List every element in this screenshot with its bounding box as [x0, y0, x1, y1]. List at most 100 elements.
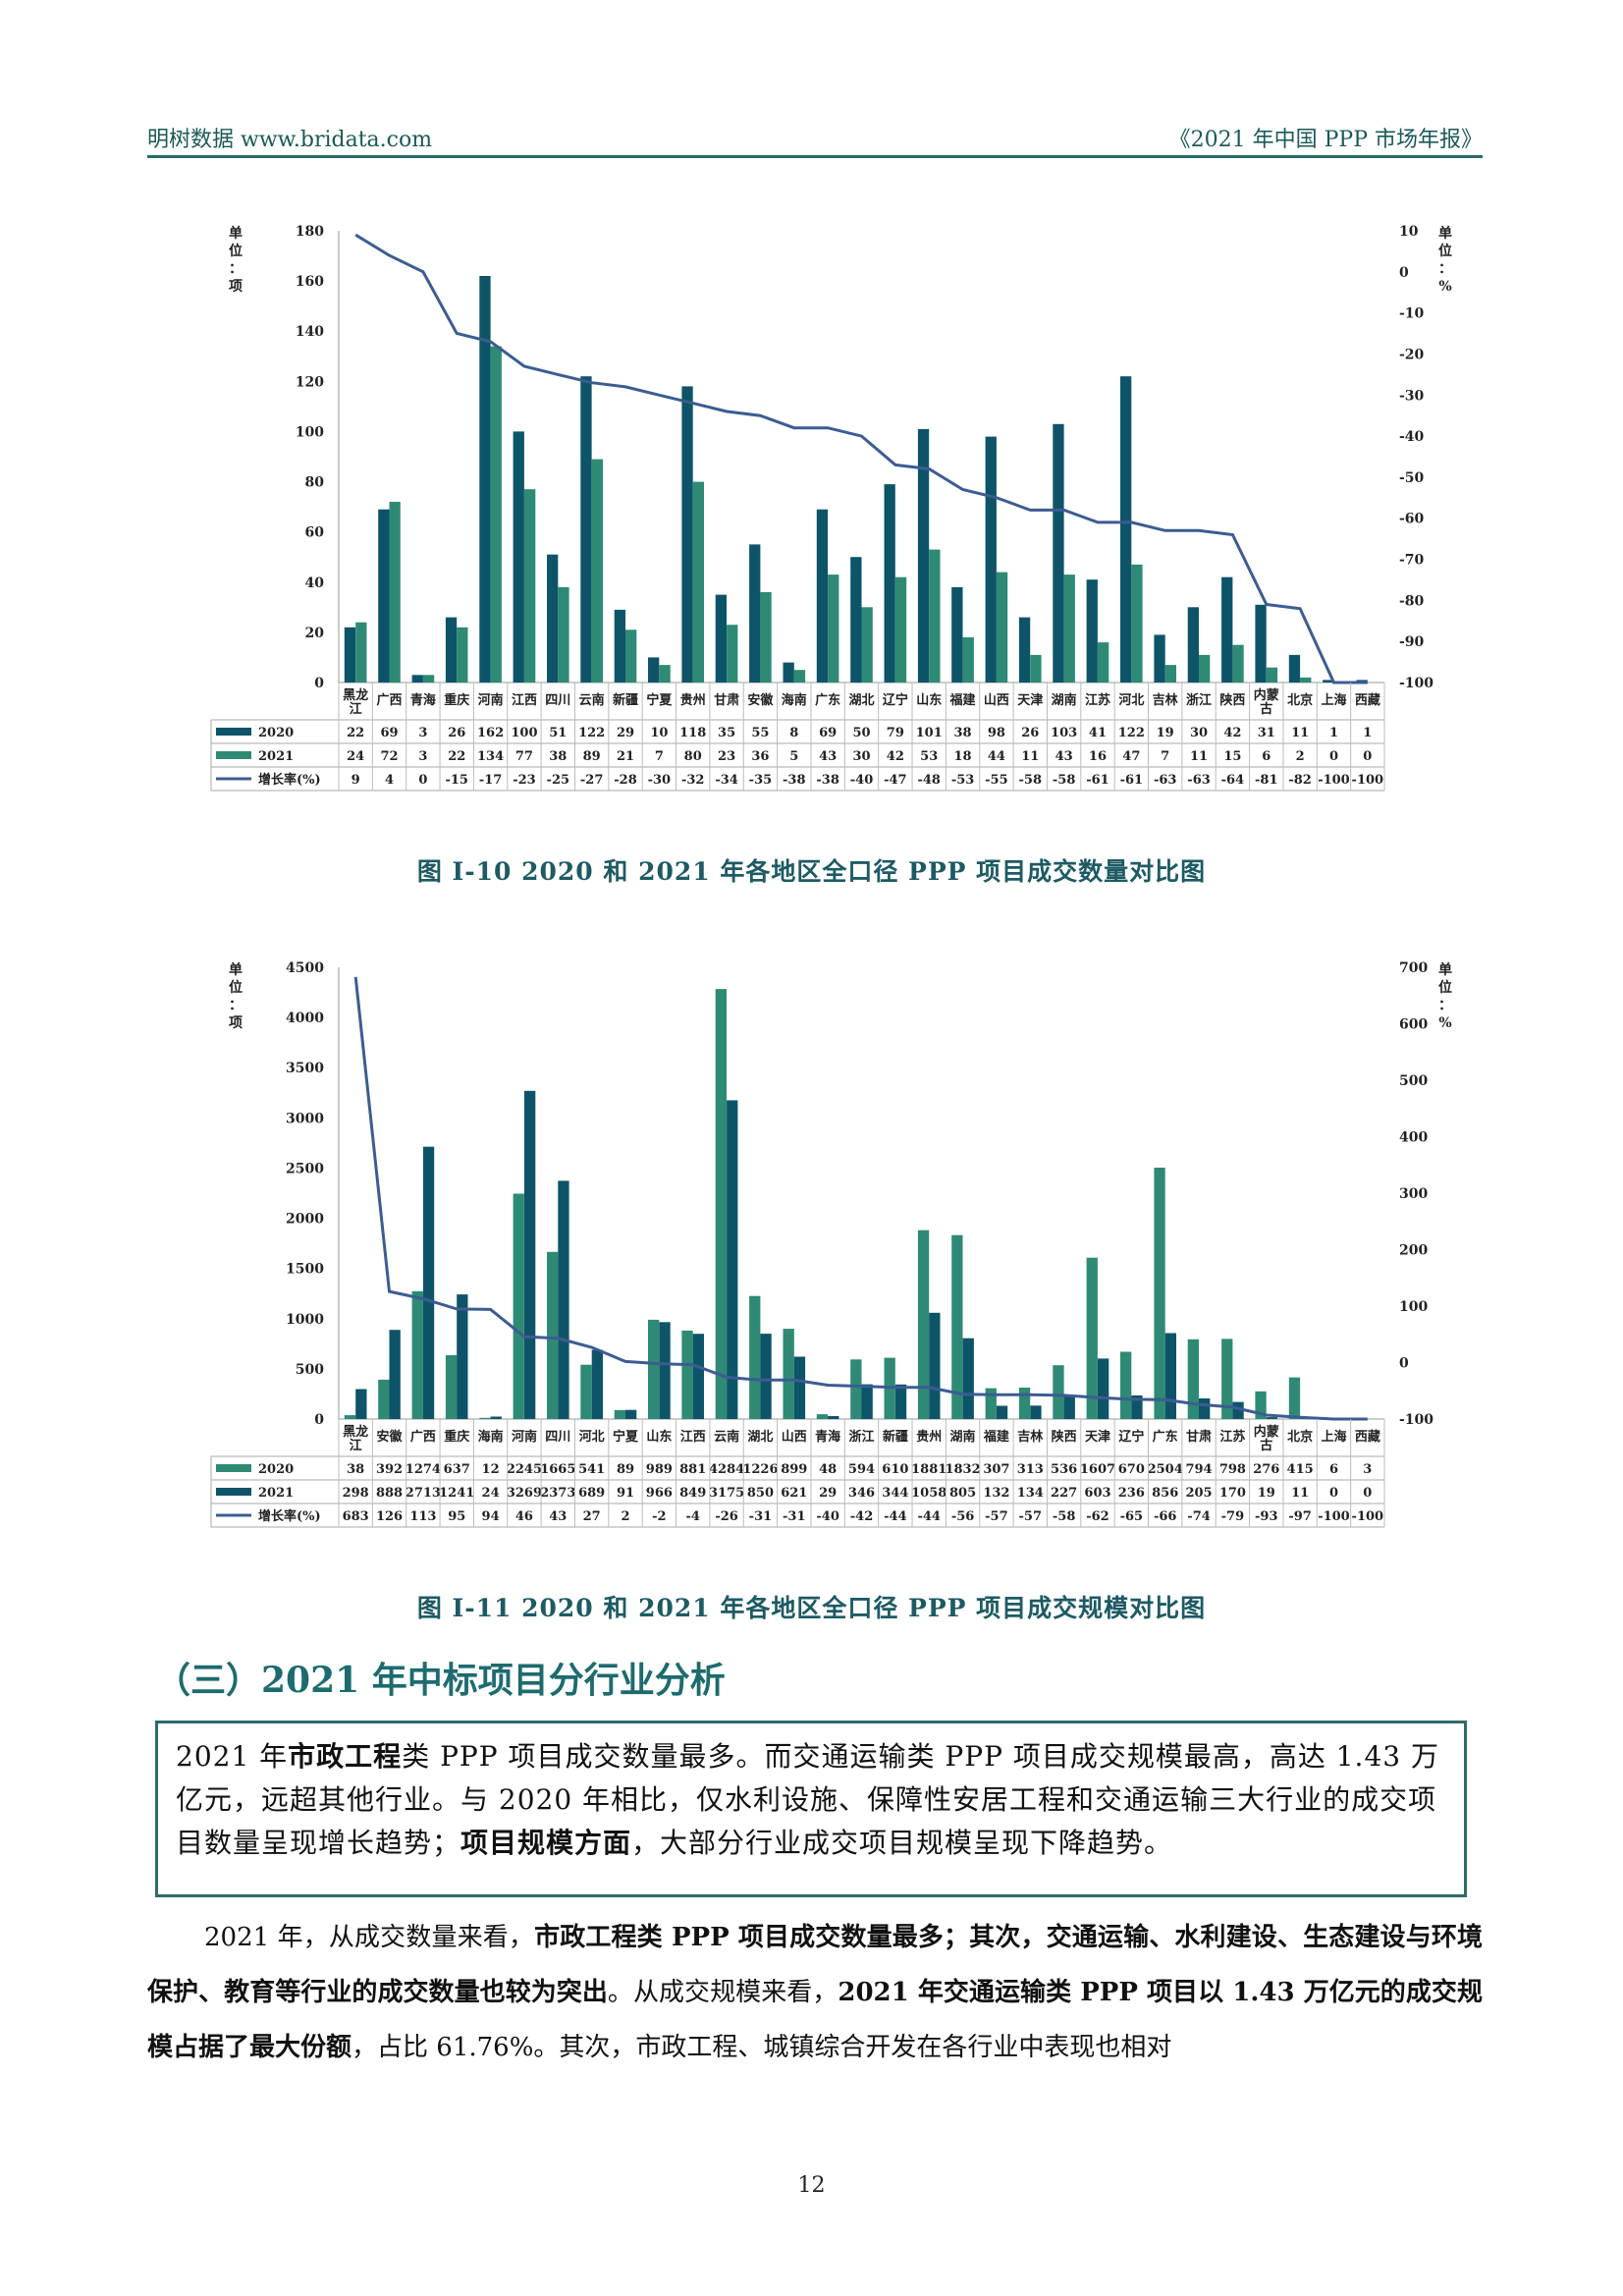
table-cell: 72 [380, 749, 398, 764]
table-cell: -27 [580, 773, 604, 788]
y2-axis-unit-char: 位 [1438, 979, 1452, 996]
y-tick-label: 80 [305, 475, 325, 491]
y-tick-label: 20 [305, 626, 325, 641]
x-tick-label: 海南 [782, 692, 807, 708]
x-tick-label: 北京 [1287, 1429, 1313, 1445]
table-cell: 603 [1084, 1486, 1110, 1501]
bar-2020 [479, 276, 491, 683]
table-cell: 101 [916, 726, 943, 740]
bar-2021 [894, 1384, 907, 1419]
x-tick-label: 青海 [410, 692, 436, 708]
x-tick-label: 江苏 [1219, 1429, 1245, 1445]
x-tick-label: 河南 [512, 1429, 537, 1445]
table-cell: 594 [848, 1462, 875, 1477]
bar-2021 [389, 502, 401, 683]
y2-tick-label: -70 [1399, 553, 1425, 569]
x-tick-label: 山东 [916, 692, 942, 708]
bar-2020 [749, 1295, 761, 1419]
growth-rate-line [353, 976, 1368, 1421]
bar-2020 [344, 627, 356, 683]
table-cell: 2 [1296, 749, 1305, 764]
table-cell: 12 [482, 1462, 500, 1477]
x-tick-label: 吉林 [1017, 1429, 1043, 1445]
y-tick-label: 4000 [286, 1011, 324, 1026]
bar-2021 [760, 1334, 772, 1419]
bar-2021 [1063, 1395, 1075, 1419]
y-tick-label: 1000 [286, 1312, 324, 1328]
x-tick-label: 黑龙 [343, 687, 368, 703]
table-cell: -58 [1053, 773, 1076, 788]
table-cell: 29 [819, 1486, 837, 1501]
x-tick-label: 辽宁 [883, 692, 908, 708]
table-cell: 805 [949, 1486, 976, 1501]
y2-tick-label: -80 [1399, 593, 1425, 609]
bar-2020 [850, 557, 862, 683]
x-tick-label: 重庆 [444, 692, 469, 708]
y-axis-unit-char: ： [229, 261, 243, 277]
bar-2020 [378, 1379, 390, 1419]
y-tick-label: 2000 [286, 1212, 324, 1228]
table-cell: -34 [715, 773, 738, 788]
table-cell: 236 [1118, 1486, 1145, 1501]
growth-rate-line [354, 233, 1368, 684]
table-cell: 227 [1051, 1486, 1077, 1501]
bar-2021 [793, 1356, 806, 1419]
table-cell: 1 [1363, 726, 1372, 740]
table-cell: 89 [583, 749, 601, 764]
x-tick-label: 广东 [1153, 1429, 1178, 1445]
table-cell: 170 [1219, 1486, 1246, 1501]
table-cell: 118 [679, 726, 706, 740]
table-cell: 415 [1287, 1462, 1314, 1477]
bar-2020 [445, 1354, 458, 1419]
bar-2021 [524, 489, 536, 683]
table-cell: 24 [482, 1486, 500, 1501]
y2-tick-label: 0 [1399, 1356, 1409, 1372]
table-cell: 132 [983, 1486, 1009, 1501]
table-cell: 103 [1051, 726, 1077, 740]
bar-2021 [962, 637, 974, 683]
table-cell: -28 [614, 773, 637, 788]
summary-bold-1: 市政工程 [288, 1740, 403, 1773]
y-tick-label: 4500 [286, 960, 324, 976]
bar-2020 [1187, 1339, 1199, 1419]
header-rule [147, 155, 1483, 158]
bar-2021 [1199, 654, 1211, 683]
bar-2020 [1154, 634, 1165, 683]
bar-2021 [524, 1090, 536, 1419]
table-cell: -74 [1187, 1509, 1211, 1524]
x-tick-label: 宁夏 [613, 1429, 639, 1445]
y2-tick-label: -60 [1399, 512, 1425, 527]
table-cell: 0 [1329, 1486, 1338, 1501]
x-tick-label: 湖北 [848, 693, 874, 708]
table-cell: 313 [1017, 1462, 1044, 1477]
table-cell: 392 [376, 1462, 403, 1477]
x-tick-label: 内蒙 [1254, 1424, 1279, 1440]
bar-2021 [828, 1416, 839, 1419]
x-tick-label: 江西 [512, 692, 537, 708]
table-cell: 11 [1021, 749, 1039, 764]
y-tick-label: 140 [296, 324, 324, 340]
x-tick-label: 山西 [984, 692, 1009, 708]
y2-axis-unit-char: ： [1438, 261, 1452, 277]
bar-2021 [1131, 564, 1143, 683]
bar-2020 [513, 431, 524, 683]
table-cell: 3 [418, 749, 427, 764]
y2-axis-unit-char: 位 [1438, 243, 1452, 259]
y2-axis-unit-char: 单 [1438, 225, 1452, 242]
bar-2021 [659, 1322, 671, 1419]
y2-axis-unit-char: % [1438, 279, 1451, 295]
table-cell: 8 [789, 726, 798, 740]
bar-2020 [614, 609, 625, 683]
bar-2020 [749, 544, 761, 683]
table-cell: 122 [578, 726, 605, 740]
bar-2020 [884, 484, 895, 683]
table-cell: -61 [1120, 773, 1144, 788]
x-tick-label: 陕西 [1219, 692, 1245, 708]
table-cell: 77 [515, 749, 533, 764]
y-tick-label: 0 [314, 676, 324, 691]
summary-box: 2021 年市政工程类 PPP 项目成交数量最多。而交通运输类 PPP 项目成交… [155, 1721, 1467, 1897]
table-cell: 794 [1185, 1462, 1212, 1477]
chart-i11: 单位：项单位：% 0 500 1000 1500 2000 2500 3000 3500 4000… [0, 943, 1623, 1542]
bar-2021 [1266, 667, 1278, 683]
bar-2020 [445, 617, 458, 683]
